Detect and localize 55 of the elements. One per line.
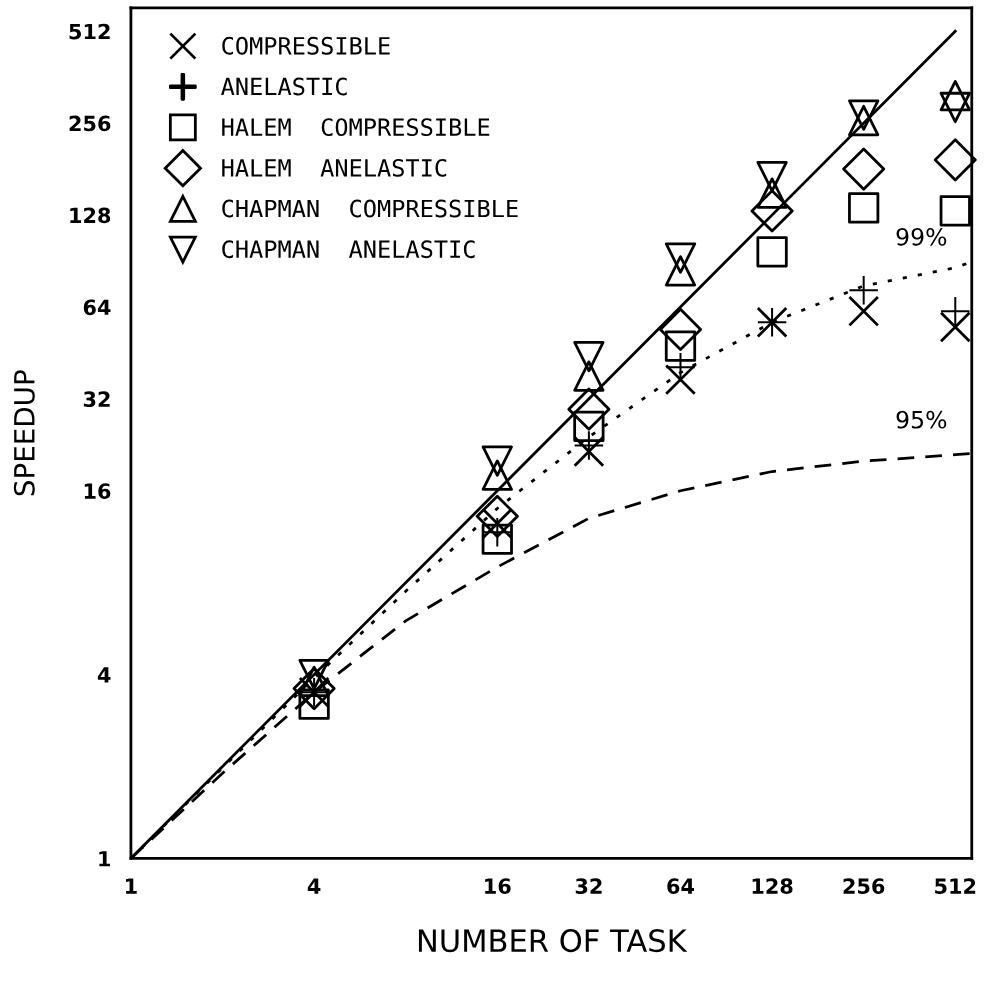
x-tick-label: 128	[752, 878, 793, 894]
x-tick-label: 256	[843, 878, 885, 894]
point	[658, 307, 702, 351]
legend-label: CHAPMAN COMPRESSIBLE	[222, 199, 518, 218]
point	[475, 494, 519, 538]
point	[481, 459, 513, 491]
point	[756, 236, 788, 268]
point	[842, 147, 886, 191]
point	[666, 353, 695, 382]
point	[573, 341, 605, 373]
x-axis-title: NUMBER OF TASK	[418, 929, 688, 953]
y-tick-label: 128	[70, 207, 111, 224]
point	[848, 99, 880, 131]
point	[848, 192, 880, 224]
legend-label: CHAPMAN ANELASTIC	[222, 240, 475, 259]
y-tick-label: 16	[84, 483, 111, 499]
y-tick-label: 512	[69, 23, 110, 40]
y-tick-label: 32	[83, 391, 110, 408]
annotation: 99%	[896, 227, 947, 246]
point	[933, 138, 977, 182]
y-tick-label: 256	[69, 115, 111, 132]
x-tick-label: 1	[126, 878, 137, 894]
legend-label: ANELASTIC	[221, 77, 347, 96]
x-tick-label: 512	[935, 878, 976, 894]
y-tick-label: 4	[97, 667, 111, 683]
point	[750, 189, 794, 233]
x-tick-label: 4	[307, 878, 321, 894]
point	[848, 104, 880, 137]
point	[939, 311, 971, 343]
point	[573, 360, 605, 392]
point	[756, 161, 788, 193]
x-tick-label: 64	[667, 878, 695, 894]
y-tick-label: 64	[83, 299, 111, 316]
x-tick-label: 16	[485, 878, 511, 894]
point	[756, 177, 788, 209]
point	[848, 295, 880, 327]
point	[481, 445, 513, 477]
point	[939, 91, 971, 124]
annotation: 95%	[896, 410, 947, 429]
point	[573, 410, 605, 443]
point	[567, 387, 611, 431]
point	[664, 242, 697, 274]
legend-label: HALEM ANELASTIC	[222, 158, 447, 177]
point	[481, 523, 513, 555]
y-axis-title: SPEEDUP	[13, 370, 35, 496]
legend-label: HALEM COMPRESSIBLE	[222, 118, 490, 137]
point	[849, 275, 878, 305]
point	[664, 255, 697, 287]
x-tick-label: 32	[575, 878, 602, 894]
point	[574, 431, 604, 460]
point	[941, 296, 970, 326]
legend-label: COMPRESSIBLE	[222, 36, 390, 55]
point	[939, 79, 971, 112]
y-tick-label: 1	[99, 851, 111, 867]
point	[939, 195, 971, 227]
